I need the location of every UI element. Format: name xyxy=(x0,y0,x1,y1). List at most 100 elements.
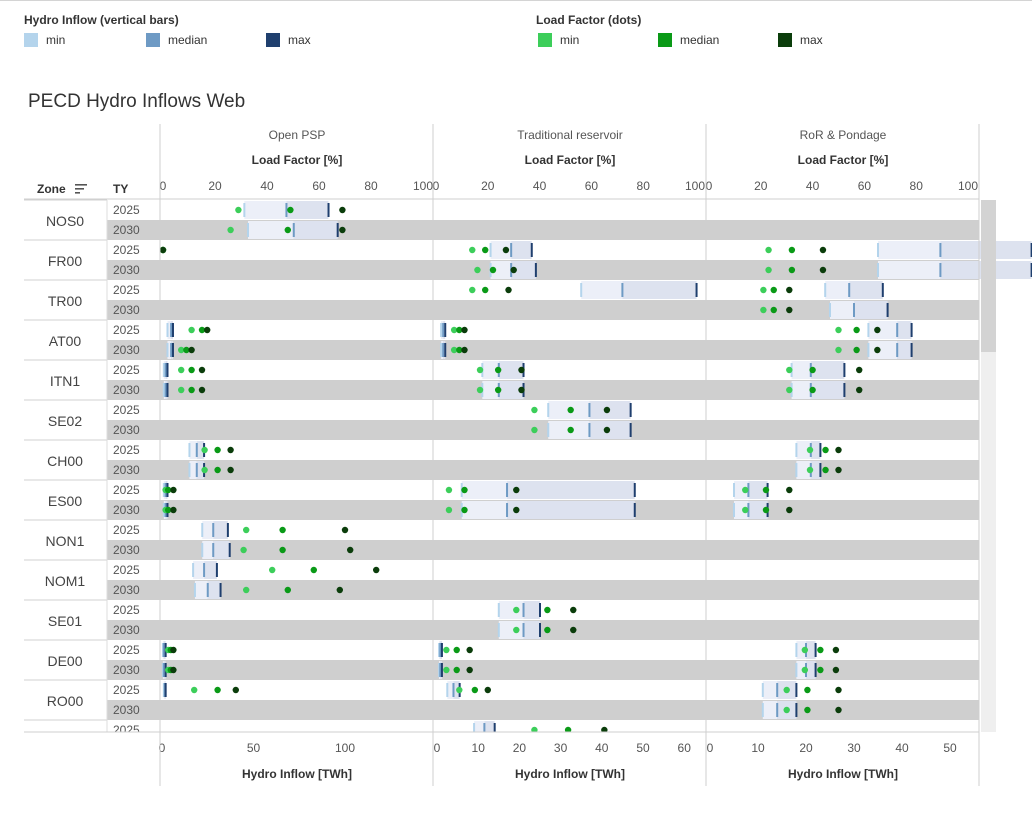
inflow-max-bar xyxy=(814,643,817,657)
lf-median-dot xyxy=(183,346,190,354)
lf-median-dot xyxy=(453,666,460,674)
lf-median-dot xyxy=(494,386,502,394)
lf-median-dot xyxy=(544,606,551,614)
inflow-median-bar xyxy=(809,383,812,397)
lf-median-dot xyxy=(279,526,286,534)
legend-item-lf-max[interactable]: max xyxy=(778,33,823,47)
zone-label: FR00 xyxy=(48,253,82,269)
zone-label: NOS0 xyxy=(46,213,84,229)
inflow-range-upper xyxy=(165,481,168,499)
inflow-tick-label: 10 xyxy=(751,741,765,755)
inflow-range-upper xyxy=(748,481,768,499)
inflow-min-bar xyxy=(795,443,798,457)
lf-median-dot xyxy=(817,666,824,674)
lf-median-dot xyxy=(567,426,574,434)
inflow-median-bar xyxy=(162,643,165,657)
inflow-median-bar xyxy=(848,283,851,297)
inflow-median-bar xyxy=(896,343,899,357)
legend-label: max xyxy=(800,33,823,47)
inflow-range-lower xyxy=(548,421,590,439)
inflow-range-upper xyxy=(213,521,228,539)
legend-item-lf-median[interactable]: median xyxy=(658,33,719,47)
lf-max-dot xyxy=(786,506,793,514)
ty-column-header: TY xyxy=(113,182,128,196)
inflow-max-bar xyxy=(215,563,218,577)
scrollbar-track xyxy=(981,200,996,732)
inflow-max-bar xyxy=(522,383,525,397)
inflow-range-upper xyxy=(293,221,338,239)
inflow-max-bar xyxy=(843,383,846,397)
inflow-tick-label: 0 xyxy=(434,741,441,755)
lf-max-dot xyxy=(603,426,611,434)
inflow-tick-label: 30 xyxy=(847,741,861,755)
lf-max-dot xyxy=(227,446,234,454)
lf-median-dot xyxy=(188,386,195,394)
lf-min-dot xyxy=(450,346,458,354)
lf-median-dot xyxy=(279,546,286,554)
inflow-median-bar xyxy=(170,343,173,357)
lf-median-dot xyxy=(853,346,860,354)
lf-min-dot xyxy=(243,586,250,594)
lf-max-dot xyxy=(518,386,525,394)
lf-min-dot xyxy=(783,706,790,714)
inflow-range-lower xyxy=(441,341,444,359)
lf-max-dot xyxy=(159,246,167,254)
inflow-median-bar xyxy=(747,503,750,517)
lf-median-dot xyxy=(284,226,291,234)
legend-item-inflow-min[interactable]: min xyxy=(24,33,65,47)
lf-max-dot xyxy=(341,526,349,534)
legend-item-inflow-max[interactable]: max xyxy=(266,33,311,47)
inflow-range-lower xyxy=(791,381,811,399)
inflow-tick-label: 10 xyxy=(472,741,486,755)
inflow-median-bar xyxy=(805,643,807,657)
lf-min-dot xyxy=(178,366,185,374)
lf-median-dot xyxy=(489,266,497,274)
inflow-range-upper xyxy=(777,701,797,719)
inflow-range-upper xyxy=(748,501,768,519)
lf-median-dot xyxy=(453,646,460,654)
lf-tick-label: 0 xyxy=(706,179,713,193)
inflow-min-bar xyxy=(790,383,793,397)
inflow-min-bar xyxy=(497,603,500,617)
lf-tick-label: 60 xyxy=(312,179,326,193)
inflow-max-bar xyxy=(228,543,231,557)
inflow-range-lower xyxy=(796,461,811,479)
inflow-max-bar xyxy=(843,363,846,377)
inflow-min-bar xyxy=(829,303,831,317)
inflow-range-lower xyxy=(193,561,205,579)
inflow-max-bar xyxy=(171,323,174,337)
inflow-median-bar xyxy=(164,363,167,377)
lf-min-dot xyxy=(786,366,793,374)
lf-max-dot xyxy=(513,486,520,494)
ty-label: 2030 xyxy=(113,703,140,717)
legend-item-inflow-median[interactable]: median xyxy=(146,33,207,47)
inflow-range-upper xyxy=(286,201,329,219)
inflow-tick-label: 100 xyxy=(335,741,355,755)
inflow-max-bar xyxy=(171,343,174,357)
inflow-max-bar xyxy=(539,603,541,617)
inflow-range-lower xyxy=(248,221,294,239)
top-divider xyxy=(0,0,1032,1)
inflow-max-bar xyxy=(766,503,769,517)
inflow-median-bar xyxy=(203,563,206,577)
lf-min-dot xyxy=(188,326,195,334)
inflow-range-upper xyxy=(443,341,446,359)
panel-title: Traditional reservoir xyxy=(517,128,623,142)
inflow-range-lower xyxy=(878,261,941,279)
inflow-median-bar xyxy=(212,543,215,557)
inflow-range-upper xyxy=(589,401,631,419)
inflow-median-bar xyxy=(510,263,513,277)
lf-max-dot xyxy=(198,366,206,374)
inflow-range-upper xyxy=(163,641,166,659)
inflow-min-bar xyxy=(193,583,196,597)
inflow-min-bar xyxy=(733,483,735,497)
lf-min-dot xyxy=(469,246,476,254)
ty-label: 2025 xyxy=(113,283,140,297)
inflow-tick-label: 0 xyxy=(707,741,714,755)
inflow-median-bar xyxy=(442,343,445,357)
legend-item-lf-min[interactable]: min xyxy=(538,33,579,47)
inflow-range-lower xyxy=(762,681,778,699)
inflow-median-bar xyxy=(452,683,455,697)
lf-max-dot xyxy=(856,386,863,394)
lf-median-dot xyxy=(167,646,174,654)
